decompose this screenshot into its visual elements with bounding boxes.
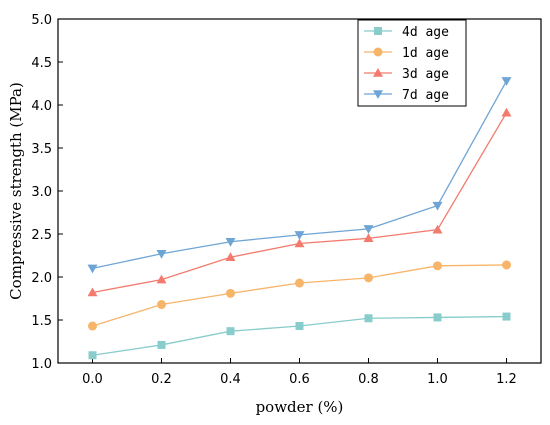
x-tick-label: 0.6 <box>289 372 310 387</box>
data-point <box>502 260 511 270</box>
y-tick-label: 2.0 <box>31 271 52 286</box>
legend-marker <box>373 68 383 77</box>
legend-item: 4d age <box>364 25 449 40</box>
data-point <box>87 287 98 297</box>
data-point <box>433 261 442 271</box>
data-point <box>364 273 373 283</box>
data-point <box>294 238 305 248</box>
plot-area-border <box>57 18 542 364</box>
y-tick-label: 3.5 <box>31 142 52 157</box>
x-tick-label: 1.0 <box>427 372 448 387</box>
legend-label: 3d age <box>402 67 449 82</box>
legend-label: 7d age <box>402 88 449 103</box>
plot-frame <box>57 18 542 364</box>
y-axis-title: Compressive strength (MPa) <box>7 82 25 300</box>
legend-label: 1d age <box>402 46 449 61</box>
data-point <box>157 300 166 310</box>
data-point <box>364 314 373 323</box>
y-tick-label: 1.0 <box>31 357 52 372</box>
data-point <box>226 288 235 298</box>
data-point <box>225 252 236 261</box>
legend-item: 3d age <box>364 67 449 82</box>
series-group <box>87 77 512 360</box>
data-point <box>87 264 98 274</box>
data-point <box>156 250 167 259</box>
data-point <box>432 224 443 234</box>
series-4d-age <box>88 312 511 360</box>
data-point <box>295 278 304 288</box>
x-axis-title: powder (%) <box>256 398 344 416</box>
data-point <box>433 313 442 322</box>
legend-item: 7d age <box>364 88 449 103</box>
y-tick-label: 4.5 <box>31 56 52 71</box>
axis-ticks: 0.0 0.2 0.4 0.6 0.8 1.0 1.2 1.0 1.5 2.0 2.5 3.0 3.5 4… <box>31 13 517 387</box>
data-point <box>88 351 97 360</box>
x-tick-label: 1.2 <box>496 372 517 387</box>
data-point <box>432 201 443 211</box>
legend-marker <box>373 47 383 57</box>
data-point <box>363 225 374 234</box>
data-point <box>226 327 235 336</box>
legend-label: 4d age <box>402 25 449 40</box>
data-point <box>294 231 305 240</box>
data-point <box>295 322 304 331</box>
legend-marker <box>374 27 382 35</box>
data-point <box>88 321 97 331</box>
legend-item: 1d age <box>364 46 449 61</box>
y-tick-label: 3.0 <box>31 185 52 200</box>
y-tick-label: 1.5 <box>31 314 52 329</box>
y-tick-label: 4.0 <box>31 99 52 114</box>
data-point <box>501 107 512 117</box>
data-point <box>363 233 374 243</box>
y-tick-label: 2.5 <box>31 228 52 243</box>
data-point <box>156 274 167 284</box>
data-point <box>225 237 236 247</box>
data-point <box>502 312 511 321</box>
data-point <box>501 77 512 86</box>
series-1d-age <box>88 260 511 331</box>
y-tick-label: 5.0 <box>31 13 52 28</box>
series-7d-age <box>87 77 512 274</box>
x-tick-label: 0.0 <box>82 372 103 387</box>
legend: 4d age 1d age 3d age 7d age <box>357 19 467 107</box>
x-tick-label: 0.4 <box>220 372 241 387</box>
data-point <box>157 340 166 349</box>
x-tick-label: 0.2 <box>151 372 172 387</box>
legend-marker <box>373 90 383 99</box>
series-3d-age <box>87 107 512 297</box>
x-tick-label: 0.8 <box>358 372 379 387</box>
